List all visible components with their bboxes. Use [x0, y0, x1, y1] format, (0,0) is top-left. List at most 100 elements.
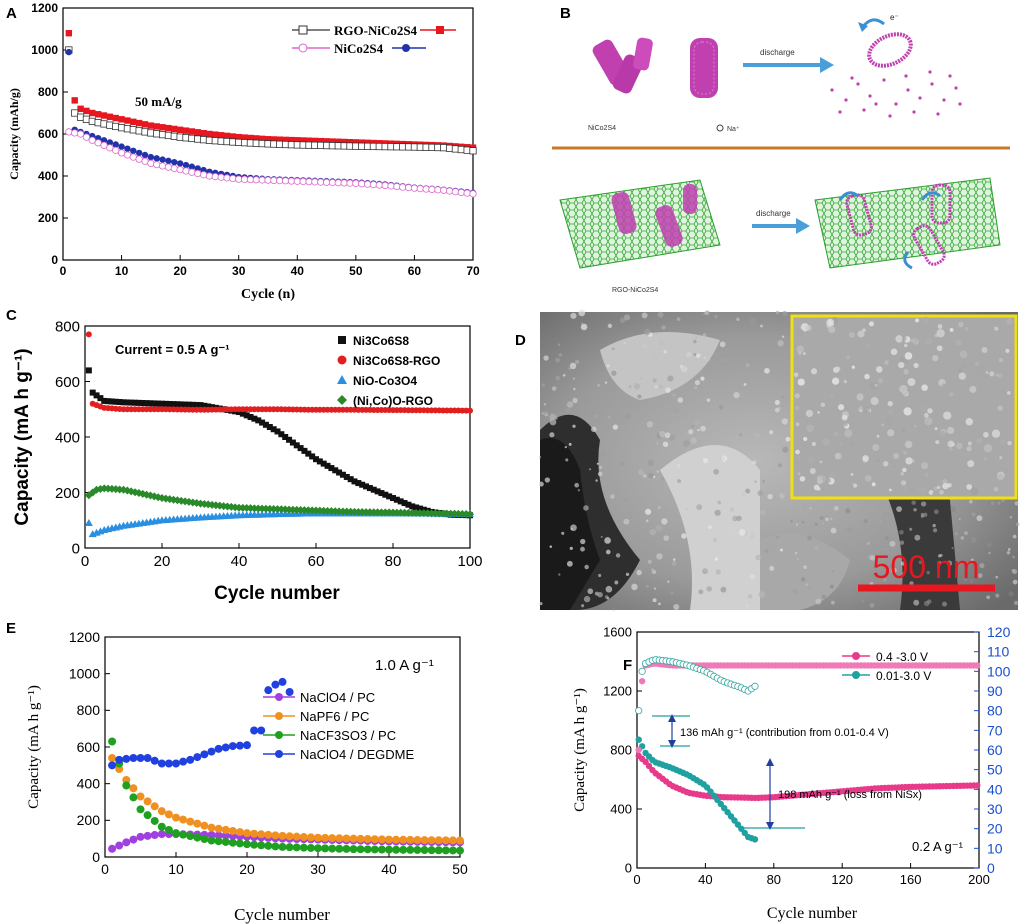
- series-e-1-point: [420, 836, 429, 845]
- sem-grain: [572, 397, 578, 404]
- sem-grain: [995, 593, 1000, 598]
- chart-f-y2tick-label: 0: [987, 860, 995, 876]
- series-a-0-point: [112, 114, 119, 122]
- series-a-3-point: [158, 162, 167, 170]
- sem-grain: [614, 580, 619, 585]
- series-e-3-point: [157, 759, 166, 768]
- series-a-0-point: [323, 138, 330, 145]
- series-a-1-point: [258, 139, 266, 148]
- sem-inset-grain: [909, 487, 914, 492]
- na-ion-dot: [958, 102, 962, 106]
- series-e-1-point: [328, 834, 337, 843]
- series-e-3-point: [271, 680, 280, 689]
- chart-f-ytick-label: 0: [625, 861, 632, 876]
- legend-e-2: NaPF6 / PC: [300, 709, 369, 724]
- series-a-0-point: [153, 123, 160, 130]
- series-a-1-point: [463, 146, 471, 154]
- sem-grain: [782, 446, 789, 453]
- chart-f-xtick-label: 120: [831, 872, 853, 887]
- series-a-0-point: [77, 105, 84, 112]
- series-a-3-point: [94, 139, 102, 147]
- series-e-1-point: [129, 784, 138, 793]
- series-a-1-point: [428, 143, 436, 151]
- chart-e-ytick-label: 1200: [69, 629, 100, 645]
- sem-inset-grain: [805, 325, 812, 331]
- chart-f: 0 40 80 120 160 20004008001200160001020304050…: [572, 624, 1011, 922]
- sem-grain: [647, 559, 652, 564]
- sem-grain: [631, 583, 638, 591]
- sem-inset-grain: [819, 460, 823, 464]
- series-a-0-point: [212, 131, 219, 138]
- series-a-1-point: [135, 127, 143, 135]
- series-a-0-point: [335, 138, 342, 145]
- sem-grain: [1006, 551, 1011, 555]
- series-e-2-point: [328, 844, 337, 853]
- series-a-1-point: [375, 142, 383, 151]
- series-e-2-point: [264, 841, 273, 850]
- sem-grain: [703, 356, 707, 360]
- sem-inset-grain: [913, 424, 917, 428]
- series-c-0-point: [328, 465, 335, 472]
- sem-inset-grain: [910, 337, 919, 345]
- series-c-0-point: [347, 476, 354, 483]
- sem-inset-grain: [902, 467, 907, 473]
- series-a-0-point: [253, 135, 260, 142]
- sem-grain: [704, 311, 709, 315]
- sem-grain: [569, 546, 573, 551]
- chart-a-ytick-label: 1000: [31, 43, 58, 57]
- series-a-3-point: [340, 179, 348, 187]
- sem-grain: [714, 314, 718, 319]
- series-a-3: [65, 128, 477, 198]
- series-a-0-point: [305, 137, 313, 144]
- sem-grain: [757, 490, 764, 496]
- chart-e: 0 10 20 30 40 50 0 200 400 600 800 1000 1200 1.0 A g…: [26, 629, 468, 924]
- sem-inset-grain: [900, 472, 904, 476]
- sem-inset-grain: [998, 357, 1004, 363]
- series-e-3-point: [115, 755, 124, 764]
- series-a-0-point: [188, 128, 196, 135]
- series-c-1-point: [467, 407, 473, 414]
- chart-a-ytick-label: 800: [38, 85, 58, 99]
- sem-inset-grain: [994, 326, 999, 331]
- series-a-3-point: [369, 181, 378, 189]
- series-a-3-point: [246, 175, 255, 184]
- sem-grain: [652, 378, 657, 383]
- sem-grain: [976, 515, 983, 522]
- sem-grain: [883, 511, 888, 516]
- chart-a-xtick-label: 10: [115, 264, 129, 278]
- series-e-0-point: [122, 838, 131, 847]
- series-a-0-point: [294, 137, 301, 144]
- series-a-1-point: [153, 130, 161, 138]
- series-e-2-point: [321, 844, 330, 853]
- sem-grain: [896, 506, 902, 512]
- sem-grain: [702, 312, 706, 316]
- sem-grain: [695, 353, 701, 358]
- series-a-3-point: [469, 190, 477, 198]
- sem-grain: [762, 479, 765, 483]
- sem-inset-grain: [846, 355, 851, 360]
- series-a-0-point: [270, 136, 278, 143]
- series-c-0-point: [293, 442, 300, 449]
- series-e-0-point: [221, 831, 230, 840]
- series-a-3-point: [305, 178, 313, 186]
- sem-grain: [863, 519, 868, 524]
- sem-inset-grain: [842, 420, 848, 427]
- na-ion-dot: [844, 98, 848, 102]
- sem-inset-grain: [898, 361, 905, 369]
- sem-grain: [988, 551, 991, 555]
- svg-text:discharge: discharge: [756, 209, 791, 218]
- sem-inset-grain: [935, 440, 940, 445]
- sem-grain: [720, 455, 728, 462]
- chart-c-ylabel: Capacity (mA h g⁻¹): [12, 348, 33, 525]
- sem-grain: [673, 407, 680, 414]
- series-c-0-point: [413, 504, 420, 511]
- series-e-2-point: [243, 840, 251, 849]
- series-c-0-point: [93, 392, 100, 399]
- series-a-3-point: [416, 185, 424, 193]
- sem-grain: [584, 400, 590, 406]
- sem-grain: [783, 603, 786, 607]
- sem-grain: [697, 428, 700, 432]
- sem-inset-grain: [998, 338, 1006, 346]
- sem-inset-grain: [833, 431, 839, 437]
- sem-grain: [774, 399, 780, 406]
